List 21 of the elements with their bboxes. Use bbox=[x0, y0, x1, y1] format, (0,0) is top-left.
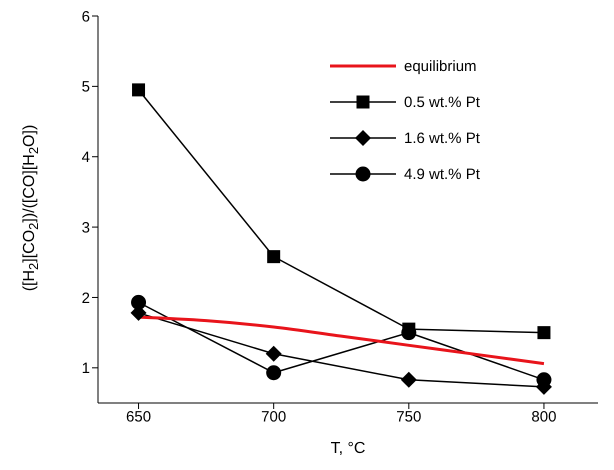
point bbox=[400, 372, 417, 388]
legend-label: 1.6 wt.% Pt bbox=[404, 130, 480, 146]
x-tick-label: 650 bbox=[126, 408, 152, 426]
y-tick-label: 2 bbox=[82, 290, 90, 307]
x-tick-label: 800 bbox=[531, 408, 556, 426]
legend-label: 4.9 wt.% Pt bbox=[404, 166, 480, 182]
y-tick-label: 1 bbox=[82, 360, 90, 378]
legend-label: equilibrium bbox=[404, 58, 477, 74]
x-tick-label: 750 bbox=[396, 408, 422, 426]
x-axis-title: T, °C bbox=[330, 440, 366, 457]
point bbox=[266, 346, 282, 362]
legend-label: 0.5 wt.% Pt bbox=[404, 94, 480, 110]
point bbox=[266, 365, 282, 380]
y-tick-label: 3 bbox=[82, 219, 90, 236]
point bbox=[132, 83, 146, 96]
x-tick-label: 700 bbox=[261, 408, 286, 426]
point bbox=[267, 250, 280, 264]
point bbox=[537, 326, 550, 340]
y-tick-label: 5 bbox=[82, 78, 90, 96]
y-tick-label: 6 bbox=[82, 8, 90, 26]
y-tick-label: 4 bbox=[82, 149, 90, 166]
